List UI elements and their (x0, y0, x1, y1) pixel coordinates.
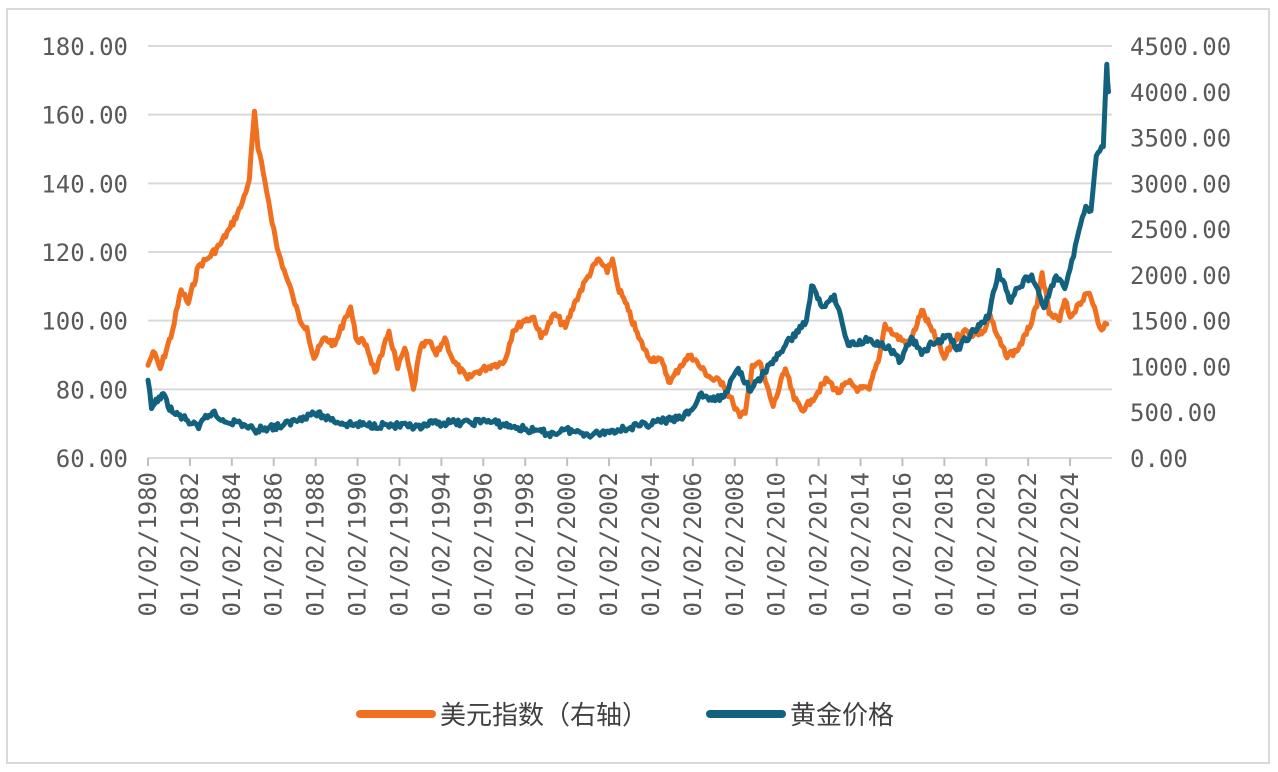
x-axis-tick-label: 01/02/2014 (847, 472, 875, 617)
x-axis-tick-label: 01/02/1980 (134, 472, 162, 617)
legend-label: 美元指数（右轴） (440, 701, 648, 731)
x-axis-tick-label: 01/02/2018 (930, 472, 958, 617)
legend-label: 黄金价格 (790, 701, 894, 731)
left-axis-tick-label: 120.00 (41, 239, 128, 267)
left-axis-tick-label: 80.00 (56, 376, 128, 404)
right-axis-tick-label: 2500.00 (1130, 216, 1231, 244)
chart-frame (6, 8, 1270, 764)
series-line-dollar-index (145, 108, 1110, 420)
right-axis-tick-label: 0.00 (1130, 445, 1188, 473)
right-axis-tick-label: 2000.00 (1130, 262, 1231, 290)
x-axis-tick-label: 01/02/2008 (721, 472, 749, 617)
x-axis-tick-label: 01/02/1984 (218, 472, 246, 617)
left-axis-tick-label: 100.00 (41, 308, 128, 336)
right-axis-tick-label: 4000.00 (1130, 79, 1231, 107)
left-axis-tick-label: 160.00 (41, 102, 128, 130)
x-axis-tick-label: 01/02/1988 (302, 472, 330, 617)
x-axis-tick-label: 01/02/1992 (385, 472, 413, 617)
x-axis-tick-label: 01/02/2012 (805, 472, 833, 617)
x-axis-tick-label: 01/02/2010 (763, 472, 791, 617)
x-axis-tick-label: 01/02/2006 (679, 472, 707, 617)
x-axis-tick-label: 01/02/1982 (176, 472, 204, 617)
right-axis-tick-label: 3500.00 (1130, 125, 1231, 153)
right-axis-tick-label: 1500.00 (1130, 308, 1231, 336)
x-axis-tick-label: 01/02/1998 (511, 472, 539, 617)
x-axis-tick-label: 01/02/2000 (553, 472, 581, 617)
x-axis-tick-label: 01/02/1990 (344, 472, 372, 617)
right-axis-tick-label: 1000.00 (1130, 353, 1231, 381)
x-axis-tick-label: 01/02/2004 (637, 472, 665, 617)
x-axis-tick-label: 01/02/1996 (469, 472, 497, 617)
left-axis-tick-label: 60.00 (56, 445, 128, 473)
left-axis-tick-label: 140.00 (41, 170, 128, 198)
x-axis-tick-label: 01/02/1986 (260, 472, 288, 617)
x-axis-tick-label: 01/02/2024 (1056, 472, 1084, 617)
right-axis-tick-label: 4500.00 (1130, 33, 1231, 61)
x-axis-tick-label: 01/02/1994 (427, 472, 455, 617)
x-axis-tick-label: 01/02/2020 (972, 472, 1000, 617)
x-axis-tick-label: 01/02/2016 (888, 472, 916, 617)
series-line-gold-price (145, 61, 1111, 440)
left-axis-tick-label: 180.00 (41, 33, 128, 61)
x-axis-tick-label: 01/02/2002 (595, 472, 623, 617)
right-axis-tick-label: 3000.00 (1130, 170, 1231, 198)
x-axis-tick-label: 01/02/2022 (1014, 472, 1042, 617)
right-axis-tick-label: 500.00 (1130, 399, 1217, 427)
